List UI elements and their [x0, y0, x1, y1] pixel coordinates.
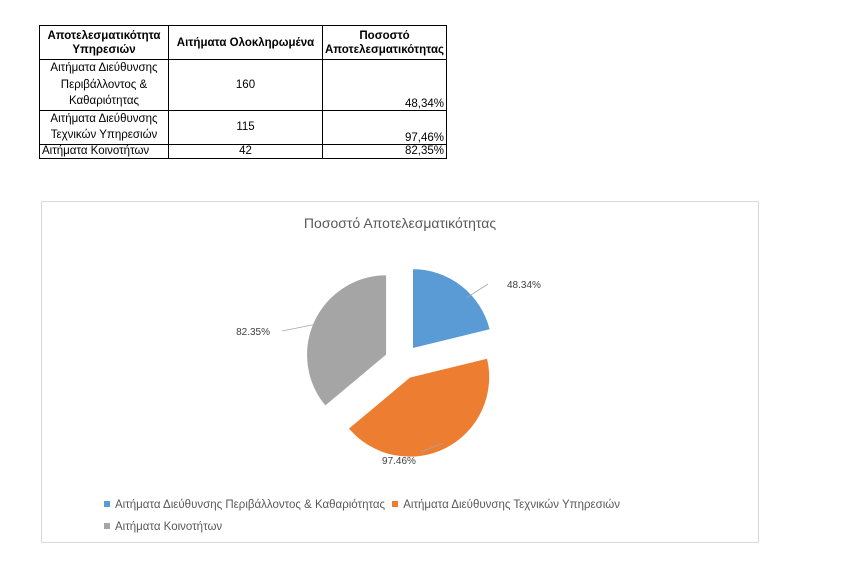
pie-plot-area: 48.34% 97.46% 82.35%: [236, 268, 541, 467]
leader-line: [466, 283, 489, 299]
pie-slice: [411, 268, 491, 350]
chart-legend: Αιτήματα Διεύθυνσης Περιβάλλοντος & Καθα…: [104, 494, 724, 538]
leader-line: [281, 323, 320, 332]
legend-item: Αιτήματα Κοινοτήτων: [104, 516, 222, 538]
data-label: 97.46%: [382, 456, 416, 467]
legend-label: Αιτήματα Διεύθυνσης Περιβάλλοντος & Καθα…: [115, 499, 386, 511]
row-completed: 42: [168, 143, 323, 159]
efficiency-table: Αποτελεσματικότητα Υπηρεσιών Αιτήματα Ολ…: [39, 25, 447, 159]
legend-swatch: [392, 501, 399, 507]
table-row: Αιτήματα Διεύθυνσης Περιβάλλοντος & Καθα…: [39, 59, 447, 111]
table-row: Αιτήματα Κοινοτήτων 42 82,35%: [39, 143, 447, 159]
pie-slice: [347, 357, 491, 458]
legend-item: Αιτήματα Διεύθυνσης Περιβάλλοντος & Καθα…: [104, 494, 385, 516]
data-label: 82.35%: [236, 327, 270, 338]
data-label: 48.34%: [507, 280, 541, 291]
legend-item: Αιτήματα Διεύθυνσης Τεχνικών Υπηρεσιών: [392, 494, 620, 516]
table-row: Αιτήματα Διεύθυνσης Τεχνικών Υπηρεσιών 1…: [39, 109, 447, 145]
row-name: Αιτήματα Διεύθυνσης Τεχνικών Υπηρεσιών: [39, 109, 169, 145]
legend-swatch: [104, 523, 110, 529]
header-percent: Ποσοστό Αποτελεσματικότητας: [322, 25, 447, 60]
table-header-row: Αποτελεσματικότητα Υπηρεσιών Αιτήματα Ολ…: [39, 25, 447, 60]
row-name: Αιτήματα Κοινοτήτων: [39, 143, 169, 159]
row-name: Αιτήματα Διεύθυνσης Περιβάλλοντος & Καθα…: [39, 59, 169, 111]
pie-slice: [306, 274, 388, 407]
row-completed: 115: [168, 109, 323, 145]
header-service: Αποτελεσματικότητα Υπηρεσιών: [39, 25, 169, 60]
legend-label: Αιτήματα Διεύθυνσης Τεχνικών Υπηρεσιών: [403, 499, 621, 511]
leader-line: [420, 442, 444, 453]
row-percent: 82,35%: [322, 143, 447, 159]
legend-label: Αιτήματα Κοινοτήτων: [115, 521, 223, 533]
header-completed: Αιτήματα Ολοκληρωμένα: [168, 25, 323, 60]
legend-swatch: [104, 501, 110, 507]
pie-chart: Ποσοστό Αποτελεσματικότητας 48.34% 97.46%…: [41, 201, 759, 543]
row-completed: 160: [168, 59, 323, 111]
chart-title: Ποσοστό Αποτελεσματικότητας: [303, 215, 497, 231]
row-percent: 97,46%: [322, 109, 447, 145]
row-percent: 48,34%: [322, 59, 447, 111]
